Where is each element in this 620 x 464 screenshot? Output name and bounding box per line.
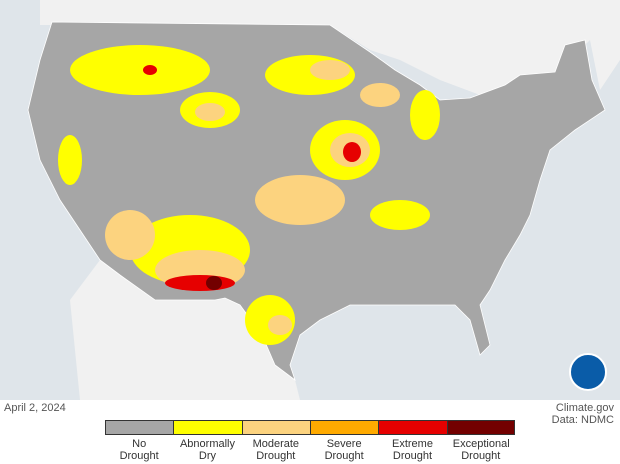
data-credit: Data: NDMC xyxy=(551,414,614,426)
mexico xyxy=(70,260,300,400)
legend-swatch xyxy=(378,420,447,435)
legend: No Drought Abnormally Dry Moderate Drought… xyxy=(105,420,515,462)
legend-label: Exceptional Drought xyxy=(452,438,510,462)
legend-item: Abnormally Dry xyxy=(173,420,242,462)
legend-swatch xyxy=(105,420,174,435)
legend-item: Exceptional Drought xyxy=(446,420,515,462)
legend-item: Extreme Drought xyxy=(378,420,447,462)
legend-label: Extreme Drought xyxy=(391,438,433,462)
legend-swatch xyxy=(241,420,310,435)
legend-swatch xyxy=(173,420,242,435)
drought-areas xyxy=(58,45,440,345)
legend-swatch xyxy=(446,420,515,435)
date: April 2, 2024 xyxy=(4,402,66,414)
source: Climate.gov xyxy=(555,402,614,414)
noaa-logo xyxy=(569,353,607,391)
legend-label: Severe Drought xyxy=(324,438,364,462)
legend-label: No Drought xyxy=(119,438,159,462)
legend-item: Severe Drought xyxy=(309,420,379,462)
legend-swatch xyxy=(309,420,379,435)
legend-label: Abnormally Dry xyxy=(179,438,235,462)
map xyxy=(0,0,620,400)
legend-item: Moderate Drought xyxy=(241,420,310,462)
legend-label: Moderate Drought xyxy=(252,438,300,462)
legend-item: No Drought xyxy=(105,420,174,462)
